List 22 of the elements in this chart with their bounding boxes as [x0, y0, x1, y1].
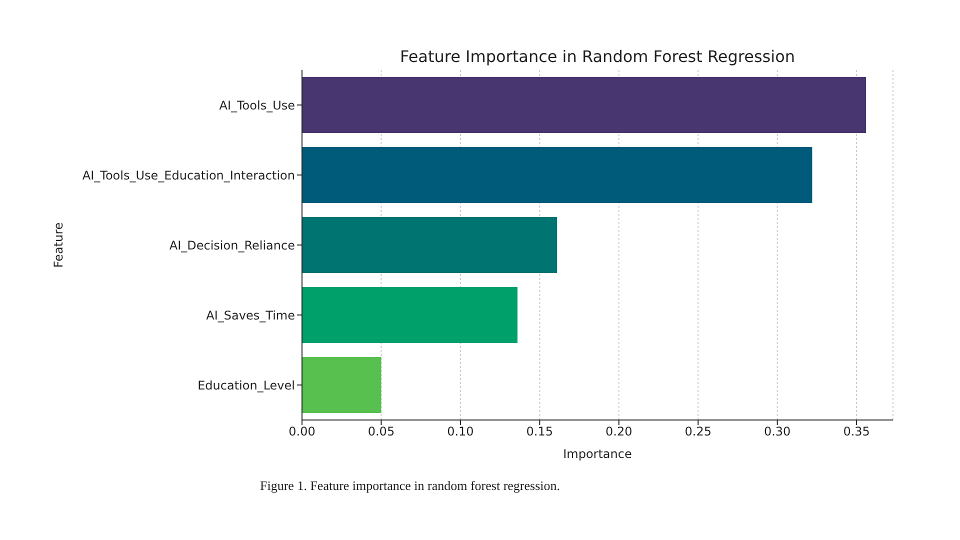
bar: [302, 217, 558, 273]
y-tick-label: AI_Saves_Time: [206, 308, 295, 322]
bar: [302, 147, 812, 203]
x-axis-title: Importance: [563, 447, 632, 461]
x-tick-label: 0.25: [684, 424, 712, 439]
x-tick-label: 0.15: [526, 424, 554, 439]
chart-title: Feature Importance in Random Forest Regression: [398, 47, 796, 66]
y-tick-label: AI_Tools_Use_Education_Interaction: [82, 168, 295, 182]
x-tick-label: 0.35: [843, 424, 870, 439]
x-tick-label: 0.00: [288, 424, 316, 439]
y-tick-label: AI_Decision_Reliance: [169, 238, 295, 252]
bar: [302, 77, 866, 133]
x-tick-label: 0.05: [368, 424, 395, 439]
bar: [302, 287, 518, 343]
caption: Figure 1. Feature importance in random forest regression.: [260, 478, 560, 494]
x-tick-label: 0.10: [447, 424, 474, 439]
x-tick-label: 0.20: [606, 424, 632, 439]
y-tick-label: AI_Tools_Use: [219, 98, 295, 112]
y-tick-label: Education_Level: [198, 378, 295, 392]
x-tick-label: 0.30: [764, 424, 791, 439]
bar: [302, 357, 382, 413]
y-axis-title: Feature: [51, 222, 66, 268]
